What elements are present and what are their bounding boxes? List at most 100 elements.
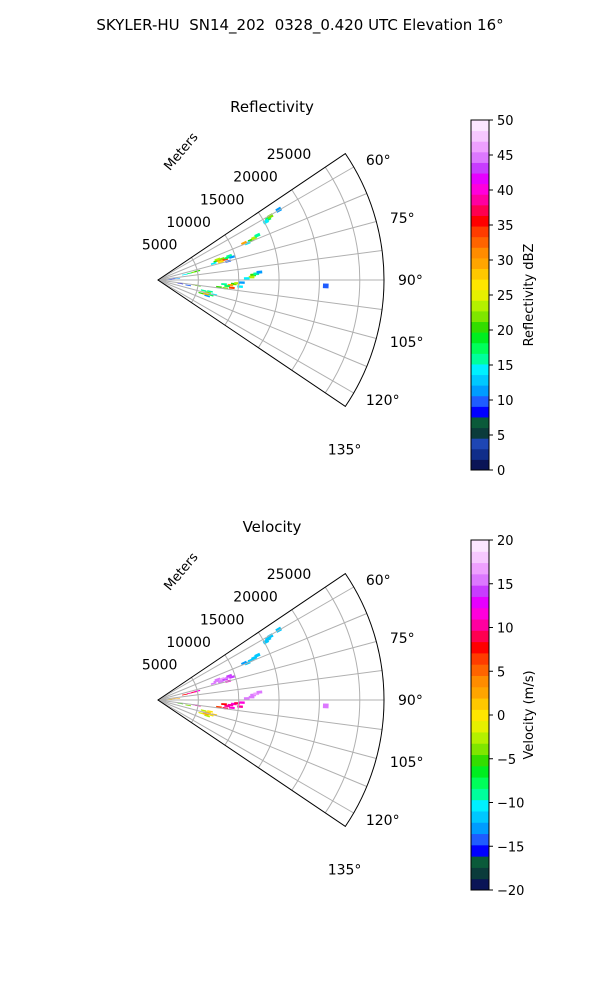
colorbar-segment: [471, 799, 489, 812]
colorbar-segment: [471, 162, 489, 174]
data-cell: [226, 253, 233, 258]
radial-tick-label: 20000: [233, 170, 278, 186]
azimuth-tick-label: 75°: [390, 631, 415, 647]
radial-tick-label: 25000: [267, 147, 312, 163]
panel-title: Velocity: [243, 518, 302, 536]
data-cell: [239, 701, 245, 704]
data-cell: [186, 272, 193, 275]
colorbar-segment: [471, 822, 489, 835]
data-cell: [182, 273, 188, 276]
data-cell: [185, 704, 192, 707]
azimuth-gridline: [157, 699, 354, 814]
azimuth-tick-label: 75°: [390, 211, 415, 227]
colorbar-tick-label: 20: [497, 534, 514, 549]
colorbar-tick-label: 35: [497, 219, 514, 234]
colorbar-segment: [471, 300, 489, 312]
colorbar-segment: [471, 204, 489, 216]
colorbar-segment: [471, 573, 489, 586]
azimuth-gridline: [157, 279, 377, 339]
azimuth-tick-label: 135°: [328, 443, 362, 459]
colorbar-segment: [471, 540, 489, 552]
azimuth-gridline: [157, 193, 367, 281]
data-cell: [248, 275, 255, 279]
data-cell: [248, 695, 255, 699]
polar-frame: [157, 152, 385, 408]
colorbar-tick-label: −10: [497, 797, 524, 812]
colorbar-segment: [471, 652, 489, 665]
colorbar-tick-label: 5: [497, 665, 505, 680]
colorbar-segment: [471, 844, 489, 857]
radial-tick-label: 5000: [142, 237, 178, 253]
colorbar-segment: [471, 698, 489, 710]
colorbar-segment: [471, 596, 489, 609]
azimuth-gridline: [157, 699, 377, 759]
azimuth-gridline: [157, 250, 383, 281]
colorbar-tick-label: 40: [497, 184, 514, 199]
colorbar-segment: [471, 754, 489, 767]
data-cell: [182, 693, 188, 696]
colorbar-segment: [471, 395, 489, 407]
azimuth-tick-label: 60°: [366, 153, 391, 169]
colorbar-segment: [471, 310, 489, 323]
data-cell: [217, 680, 224, 684]
colorbar-segment: [471, 268, 489, 280]
colorbar-segment: [471, 607, 489, 620]
colorbar-segment: [471, 562, 489, 575]
colorbar-segment: [471, 226, 489, 238]
reflectivity-panel: Reflectivity 5000 10000 15000 20000 25000 Mete…: [142, 98, 537, 479]
data-cell: [203, 712, 209, 716]
colorbar-segment: [471, 130, 489, 142]
colorbar-segment: [471, 416, 489, 429]
colorbar-segment: [471, 856, 489, 868]
data-cell: [203, 292, 209, 296]
colorbar-tick-label: 0: [497, 709, 505, 724]
colorbar-segment: [471, 788, 489, 801]
azimuth-gridline: [157, 699, 383, 730]
data-cell: [186, 692, 193, 695]
colorbar-segment: [471, 709, 489, 722]
azimuth-gridline: [157, 699, 367, 787]
data-cell: [185, 284, 192, 287]
colorbar-segment: [471, 342, 489, 354]
colorbar-tick-label: 15: [497, 578, 514, 593]
radial-tick-label: 15000: [200, 612, 245, 628]
radial-tick-label: 10000: [166, 215, 211, 231]
data-cell: [256, 270, 263, 274]
azimuth-tick-label: 120°: [366, 813, 400, 829]
colorbar-segment: [471, 720, 489, 733]
data-cell: [229, 255, 236, 259]
radial-axis-label: Meters: [161, 550, 201, 594]
azimuth-tick-label: 105°: [390, 755, 424, 771]
colorbar-segment: [471, 459, 489, 471]
colorbar-segment: [471, 630, 489, 643]
azimuth-tick-label: 90°: [398, 693, 423, 709]
colorbar-segment: [471, 257, 489, 269]
azimuth-tick-label: 60°: [366, 573, 391, 589]
data-cell: [239, 281, 245, 284]
colorbar-segment: [471, 731, 489, 744]
panel-title: Reflectivity: [230, 98, 314, 116]
data-cell: [221, 283, 227, 286]
colorbar-segment: [471, 619, 489, 631]
colorbar-segment: [471, 810, 489, 823]
colorbar-segment: [471, 878, 489, 891]
azimuth-gridline: [157, 613, 367, 701]
data-cell: [218, 677, 225, 681]
colorbar-tick-label: −15: [497, 840, 524, 855]
colorbar-segment: [471, 686, 489, 699]
azimuth-tick-label: 90°: [398, 273, 423, 289]
colorbar-segment: [471, 236, 489, 248]
data-cell: [174, 277, 181, 279]
colorbar-segment: [471, 867, 489, 880]
data-cell: [224, 704, 231, 708]
colorbar-segment: [471, 385, 489, 397]
data-cell: [240, 660, 248, 666]
colorbar-segment: [471, 173, 489, 185]
azimuth-gridline: [157, 221, 377, 281]
data-cell: [229, 675, 236, 679]
colorbar-segment: [471, 332, 489, 344]
data-cell: [256, 690, 263, 694]
colorbar-segment: [471, 427, 489, 439]
data-cell: [207, 710, 213, 713]
colorbar-tick-label: 25: [497, 289, 514, 304]
